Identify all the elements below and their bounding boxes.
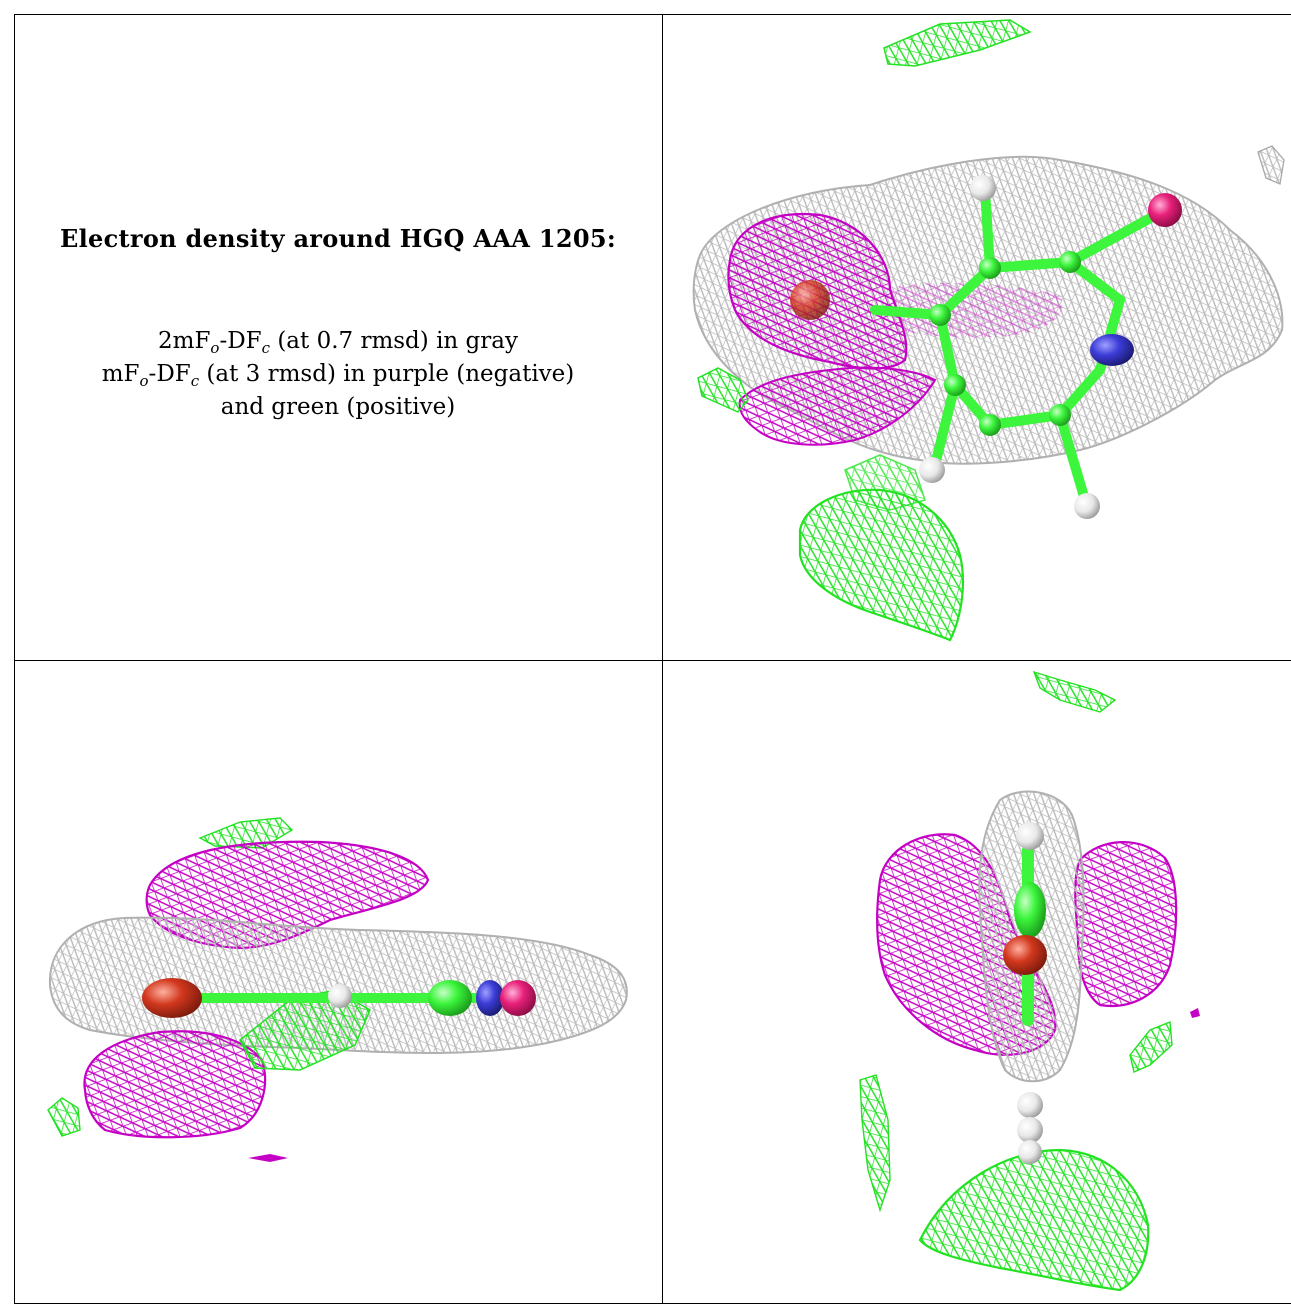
caption-title: Electron density around HGQ AAA 1205: (60, 224, 616, 253)
green-density-bottom-lobe (798, 488, 964, 642)
top-right-view (692, 19, 1285, 642)
purple-density-lower (83, 1030, 267, 1139)
purple-density-lower-lobe (738, 366, 937, 446)
oxygen-atom-left (790, 280, 830, 320)
green-density-neck (844, 454, 926, 511)
carbon-atom-2 (979, 257, 1001, 279)
caption-line2-sub-c: c (190, 372, 200, 390)
hydrogen-atom-top (970, 175, 996, 201)
ligand-atoms-top-right (790, 175, 1182, 519)
caption-line1-sub-o: o (210, 339, 220, 357)
oxygen-atom-pink (1148, 193, 1182, 227)
bottom-left-view (47, 817, 628, 1162)
green-density-left-edge (47, 1097, 81, 1137)
ligand-atoms-bottom-right (1003, 822, 1047, 1164)
nitrogen-atom (1090, 334, 1134, 366)
green-density-left-small (697, 367, 749, 413)
carbon-atom-mid (428, 980, 472, 1016)
table-center-rule (662, 14, 663, 1304)
caption-line-gray: 2mFo-DFc (at 0.7 rmsd) in gray (14, 326, 662, 359)
table-left-rule (14, 14, 15, 1304)
carbon-atom-6 (944, 374, 966, 396)
caption-line-green: and green (positive) (220, 394, 456, 420)
caption-line2-mid: -DF (148, 361, 191, 387)
green-density-left-streak (859, 1074, 891, 1213)
hydrogen-atom-lower-3 (1018, 1140, 1042, 1164)
caption-line1-prefix: 2mF (158, 328, 211, 354)
gray-mesh-right-fragment (1257, 145, 1285, 185)
carbon-atom-1 (929, 304, 951, 326)
purple-density-right-lobe (1074, 840, 1178, 1008)
bottom-right-view (859, 670, 1200, 1292)
green-mesh-top-fragment (883, 19, 1032, 67)
caption-legend: 2mFo-DFc (at 0.7 rmsd) in gray mFo-DFc (… (14, 326, 662, 423)
caption-line1-mid: -DF (219, 328, 262, 354)
hydrogen-atom-bottom-left (919, 457, 945, 483)
oxygen-atom-left-edge (142, 978, 202, 1018)
hydrogen-atom-mid (328, 984, 352, 1008)
caption-cell: Electron density around HGQ AAA 1205: 2m… (14, 14, 662, 660)
green-mesh-upper-fragment (198, 817, 294, 849)
purple-density-small-fragment (248, 1154, 288, 1162)
green-mesh-top-fragment-2 (1032, 670, 1117, 713)
caption-line2-sub-o: o (139, 372, 149, 390)
hydrogen-atom-top-2 (1016, 822, 1044, 850)
caption-line1-suffix: (at 0.7 rmsd) in gray (270, 328, 518, 354)
carbon-atom-3 (1059, 251, 1081, 273)
caption-line1-sub-c: c (261, 339, 271, 357)
purple-density-faint-center (880, 282, 1063, 338)
hydrogen-atom-lower-1 (1017, 1092, 1043, 1118)
purple-density-dot (1190, 1008, 1200, 1018)
green-density-lower-lobe (918, 1148, 1150, 1292)
carbon-atom-4 (979, 414, 1001, 436)
caption-line-purple: mFo-DFc (at 3 rmsd) in purple (negative) (14, 359, 662, 392)
table-middle-rule (14, 660, 1291, 661)
hydrogen-atom-bottom-right (1074, 493, 1100, 519)
carbon-atom-top-2 (1014, 882, 1046, 938)
nitrogen-atom-edge (476, 980, 504, 1016)
caption-line2-suffix: (at 3 rmsd) in purple (negative) (199, 361, 575, 387)
oxygen-atom-center (1003, 935, 1047, 975)
hydrogen-atom-lower-2 (1017, 1117, 1043, 1143)
oxygen-atom-pink-edge (500, 980, 536, 1016)
carbon-atom-5 (1049, 404, 1071, 426)
caption-line2-prefix: mF (101, 361, 140, 387)
table-top-rule (14, 14, 1291, 15)
ligand-atoms-bottom-left (142, 978, 536, 1018)
green-density-right-small (1129, 1020, 1173, 1073)
